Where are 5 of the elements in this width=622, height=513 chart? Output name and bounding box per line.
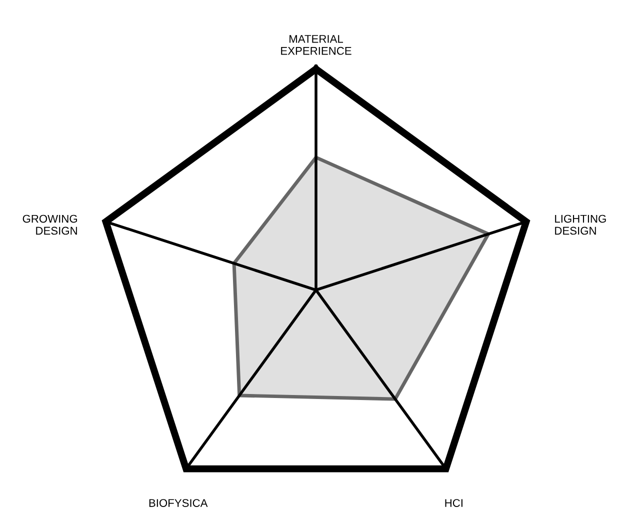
spoke-label: GROWING DESIGN — [22, 214, 77, 235]
spoke-label: MATERIAL EXPERIENCE — [281, 35, 352, 55]
spoke-label: BIOFYSICA — [149, 499, 208, 507]
spoke-label: LIGHTING DESIGN — [555, 214, 606, 235]
spoke-label: HCI — [445, 499, 462, 507]
